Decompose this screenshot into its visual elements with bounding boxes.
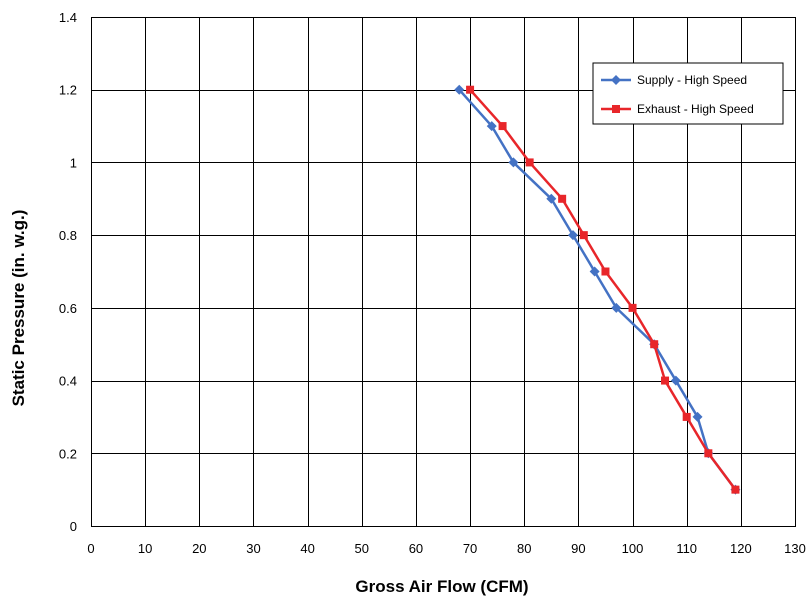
data-point [731, 485, 740, 494]
data-point [661, 376, 670, 385]
x-tick-label: 120 [730, 541, 752, 556]
legend-label: Exhaust - High Speed [637, 102, 754, 116]
legend-marker [611, 75, 621, 85]
series-line [469, 88, 737, 491]
data-point [546, 193, 557, 204]
x-tick-label: 10 [138, 541, 152, 556]
x-tick-label: 130 [784, 541, 806, 556]
data-point [692, 411, 703, 422]
y-tick-label: 0 [70, 519, 77, 534]
x-tick-label: 100 [622, 541, 644, 556]
y-axis-title: Static Pressure (in. w.g.) [9, 210, 28, 407]
y-tick-label: 1.2 [59, 83, 77, 98]
y-tick-label: 0.8 [59, 228, 77, 243]
y-tick-label: 1 [70, 155, 77, 170]
data-point [498, 122, 507, 131]
data-point [508, 157, 519, 168]
legend-marker [612, 105, 620, 113]
x-tick-label: 110 [676, 541, 697, 556]
x-tick-label: 90 [571, 541, 585, 556]
data-point [670, 375, 681, 386]
x-tick-label: 70 [463, 541, 477, 556]
legend: Supply - High Speed Exhaust - High Speed [592, 62, 784, 125]
x-tick-label: 40 [300, 541, 314, 556]
data-point [558, 194, 567, 203]
series-layer [454, 84, 741, 495]
x-tick-label: 60 [409, 541, 423, 556]
x-tick-label: 80 [517, 541, 531, 556]
legend-box [592, 62, 784, 125]
series-exhaust [466, 85, 740, 494]
legend-label: Supply - High Speed [637, 73, 747, 87]
data-point [601, 267, 610, 276]
data-point [611, 302, 622, 313]
plot-area-border [91, 17, 796, 527]
y-tick-label: 0.2 [59, 446, 77, 461]
data-point [567, 230, 578, 241]
y-tick-label: 1.4 [59, 10, 77, 25]
x-tick-label: 0 [87, 541, 94, 556]
y-tick-label: 0.4 [59, 374, 77, 389]
x-tick-label: 20 [192, 541, 206, 556]
legend-items: Supply - High Speed Exhaust - High Speed [601, 73, 754, 116]
data-point [650, 340, 659, 349]
data-point [682, 412, 691, 421]
data-point [704, 449, 713, 458]
x-axis-title: Gross Air Flow (CFM) [355, 577, 528, 596]
data-point [525, 158, 534, 167]
series-line [458, 88, 737, 491]
data-point [628, 303, 637, 312]
x-tick-label: 50 [355, 541, 369, 556]
tick-labels: 0 10 20 30 40 50 60 70 80 90 100 110 120 130 0 0.2 0.4 0.… [59, 10, 806, 556]
data-point [579, 231, 588, 240]
x-tick-label: 30 [246, 541, 260, 556]
data-point [589, 266, 600, 277]
data-point [466, 85, 475, 94]
data-point [486, 121, 497, 132]
y-tick-label: 0.6 [59, 301, 77, 316]
data-point [454, 84, 465, 95]
